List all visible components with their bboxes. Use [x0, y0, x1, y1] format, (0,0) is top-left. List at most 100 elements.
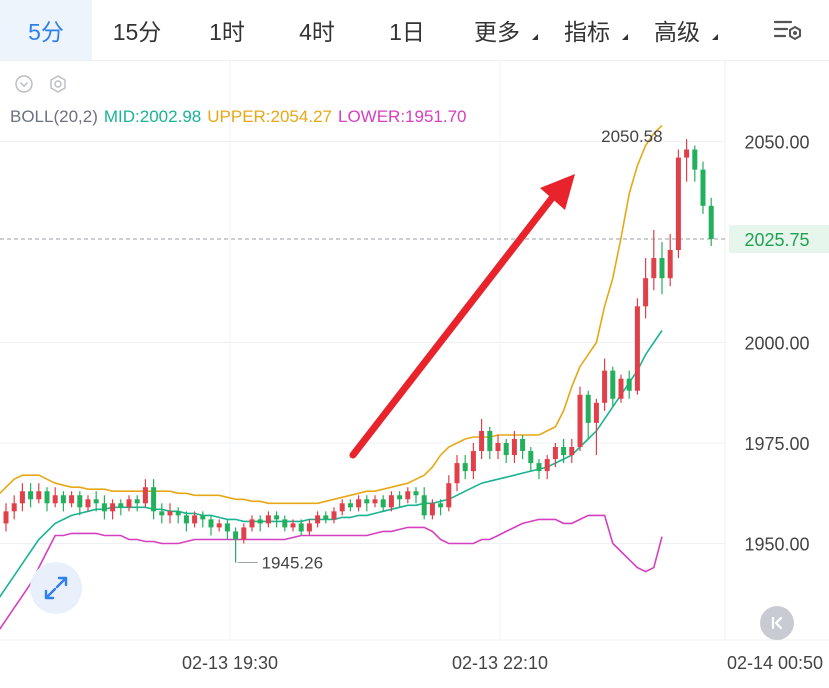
candle-body [167, 511, 173, 516]
boll-upper-line [0, 124, 663, 505]
candle-body [200, 515, 206, 520]
candle-body [126, 499, 132, 508]
candle-body [438, 503, 444, 508]
candle-body [569, 447, 575, 456]
candle-body [77, 495, 83, 508]
candle-body [175, 511, 181, 516]
tab-label: 更多 [474, 19, 520, 45]
candle-body [159, 511, 165, 516]
candle-body [462, 463, 468, 472]
candle-body [544, 459, 550, 472]
candle-body [429, 503, 435, 516]
boll-lower-line [0, 514, 663, 631]
candle-body [192, 515, 198, 524]
x-tick-label: 02-14 00:50 [727, 653, 823, 673]
candle-body [11, 503, 17, 512]
candlestick-chart[interactable]: 2050.00 2025.75 2000.00 1975.00 1950.00 02-13… [0, 60, 829, 688]
boll-mid-value: MID:2002.98 [103, 107, 202, 126]
x-tick-label: 02-13 22:10 [452, 653, 548, 673]
tab-4[interactable]: 1日 [362, 0, 452, 60]
candle-body [421, 495, 427, 516]
timeframe-toolbar: 5分 15分 1时 4时 1日 更多 指标 高级 [0, 0, 829, 61]
candle-body [651, 258, 657, 279]
candle-body [692, 149, 698, 170]
candle-body [675, 157, 681, 251]
low-price-label: 1945.26 [262, 554, 323, 573]
candle-body [634, 306, 640, 391]
tab-6[interactable]: 指标 [542, 0, 632, 60]
tab-7[interactable]: 高级 [632, 0, 722, 60]
candle-body [700, 169, 706, 206]
candle-body [306, 523, 312, 532]
candle-body [667, 250, 673, 279]
chart-settings-icon [773, 20, 801, 41]
candle-body [298, 523, 304, 532]
candle-body [134, 499, 140, 504]
candle-body [151, 487, 157, 512]
chart-settings-button[interactable] [749, 0, 829, 60]
boll-indicator-legend: BOLL(20,2) MID:2002.98 UPPER:2054.27 LOWER:… [10, 107, 473, 127]
candle-body [364, 499, 370, 504]
candle-body [265, 515, 271, 524]
dropdown-caret-icon [622, 34, 628, 40]
candle-body [282, 519, 288, 528]
tab-label: 4时 [299, 19, 335, 45]
candle-body [216, 523, 222, 528]
candle-body [626, 378, 632, 391]
tab-0[interactable]: 5分 [0, 0, 92, 60]
tab-3[interactable]: 4时 [272, 0, 362, 60]
candle-body [585, 394, 591, 423]
tab-label: 1时 [209, 19, 245, 45]
high-price-label: 2050.58 [601, 127, 662, 146]
tab-2[interactable]: 1时 [182, 0, 272, 60]
x-tick-label: 02-13 19:30 [182, 653, 278, 673]
candle-body [610, 370, 616, 399]
tab-label: 高级 [654, 19, 700, 45]
boll-mid-line [0, 329, 663, 598]
candle-body [528, 451, 534, 464]
candle-body [552, 447, 558, 460]
candle-body [110, 503, 116, 512]
candle-body [36, 491, 42, 500]
candle-body [577, 394, 583, 448]
scroll-to-latest-button[interactable] [760, 606, 794, 640]
candle-body [224, 523, 230, 532]
candle-body [28, 491, 34, 500]
y-tick-label: 1975.00 [744, 434, 809, 454]
candle-body [388, 495, 394, 508]
candle-body [142, 487, 148, 504]
candle-body [413, 491, 419, 496]
collapse-circle-icon[interactable] [14, 74, 34, 94]
indicator-settings-icon[interactable] [48, 74, 68, 94]
candle-body [183, 515, 189, 524]
candle-body [470, 451, 476, 472]
tab-1[interactable]: 15分 [92, 0, 182, 60]
candle-body [380, 499, 386, 508]
y-tick-label: 2025.75 [744, 230, 809, 250]
tab-label: 1日 [389, 19, 425, 45]
candle-body [479, 430, 485, 452]
tab-label: 5分 [28, 19, 64, 45]
candle-body [536, 463, 542, 472]
candle-body [274, 515, 280, 520]
candle-body [85, 499, 91, 508]
tab-label: 15分 [112, 19, 162, 45]
fullscreen-button[interactable] [30, 562, 82, 614]
candle-body [69, 495, 75, 504]
candle-body [643, 278, 649, 307]
y-tick-label: 2000.00 [744, 334, 809, 354]
tab-5[interactable]: 更多 [452, 0, 542, 60]
candle-body [561, 447, 567, 456]
boll-upper-value: UPPER:2054.27 [207, 107, 332, 126]
candle-body [684, 149, 690, 158]
y-tick-label: 2050.00 [744, 133, 809, 153]
candle-body [446, 483, 452, 508]
candle-body [708, 205, 714, 239]
candle-body [487, 430, 493, 452]
candle-body [323, 515, 329, 520]
chevron-left-bar-icon [771, 616, 783, 630]
candle-body [520, 438, 526, 452]
candle-body [372, 499, 378, 504]
trend-arrow-head [540, 174, 575, 210]
candle-body [618, 378, 624, 399]
